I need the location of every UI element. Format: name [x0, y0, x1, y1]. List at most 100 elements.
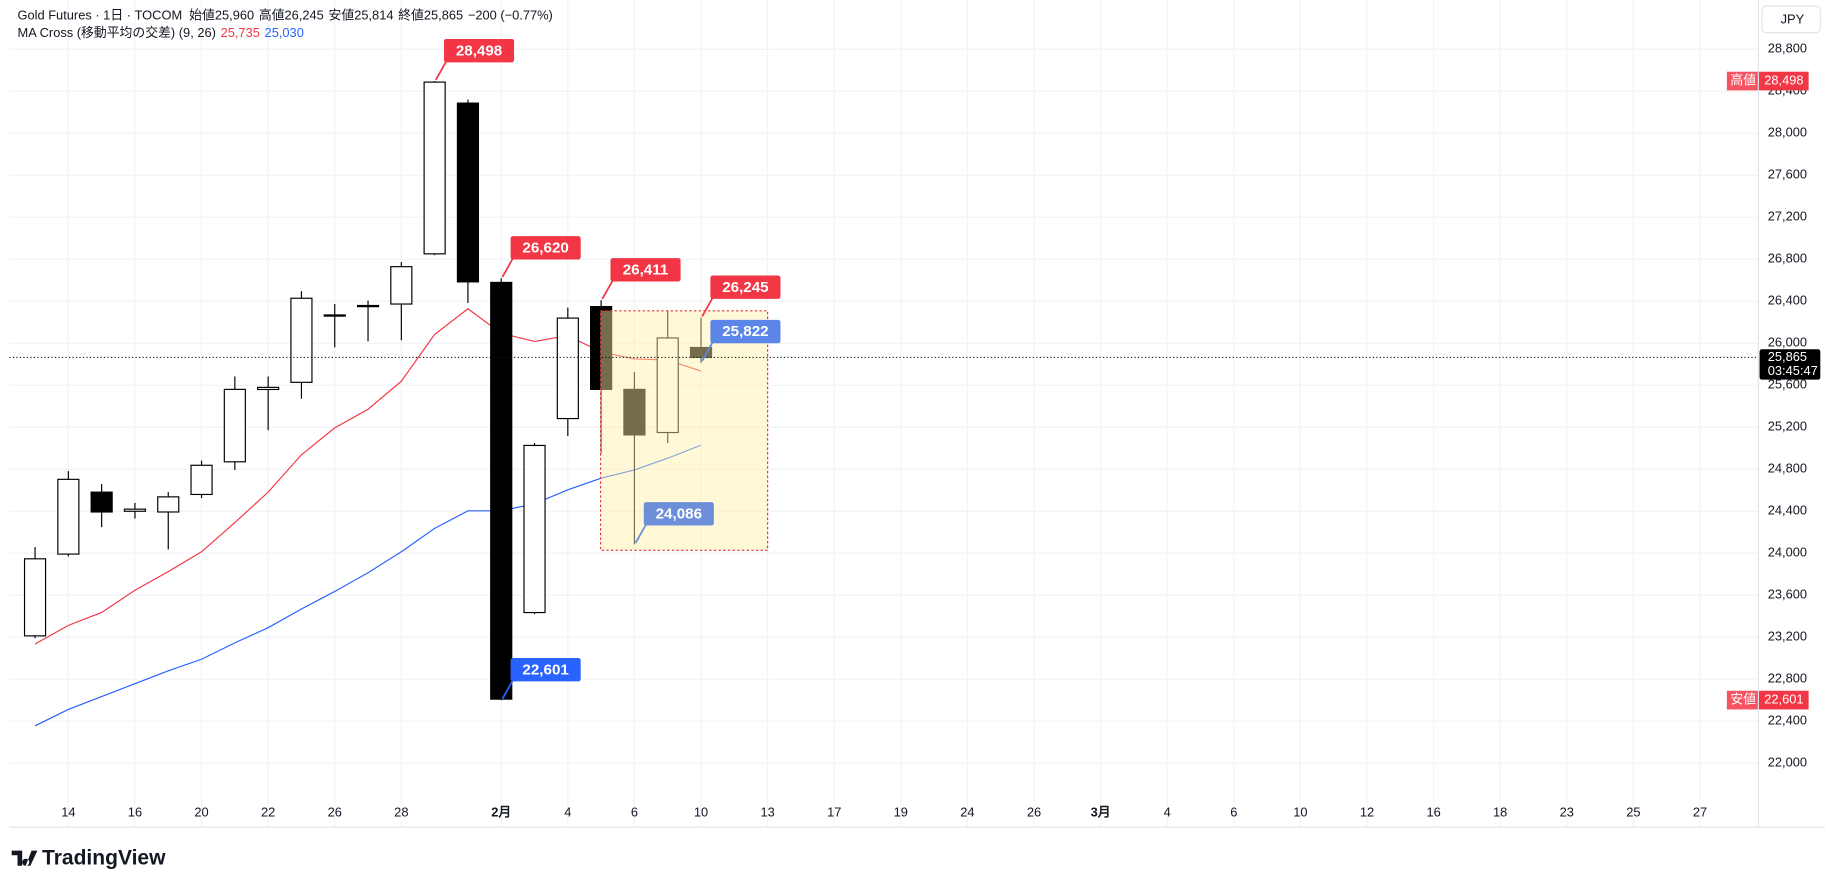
annotation-box	[510, 658, 581, 682]
field-value: 25,865	[424, 8, 463, 23]
y-tick-label: 24,400	[1768, 503, 1807, 518]
y-tick-label: 25,600	[1768, 377, 1807, 392]
x-tick-label: 10	[1293, 805, 1307, 820]
logo: TradingView	[11, 846, 166, 869]
y-tick-label: 27,200	[1768, 209, 1807, 224]
x-tick-label: 10	[694, 805, 708, 820]
price-badge	[1758, 71, 1809, 91]
candle-body	[323, 314, 346, 317]
candle-body	[90, 491, 113, 513]
field-value: 25,814	[354, 8, 393, 23]
annotation-box	[710, 319, 781, 344]
x-tick-label: 16	[1426, 805, 1440, 820]
y-tick-label: 24,000	[1768, 545, 1807, 560]
x-tick-label: 14	[61, 805, 75, 820]
annotation-label: 26,245	[722, 279, 769, 296]
price-badge-name: 安値	[1730, 691, 1756, 706]
x-tick-label: 12	[1360, 805, 1374, 820]
x-tick-label: 4	[1164, 805, 1171, 820]
x-tick-label: 18	[1493, 805, 1507, 820]
x-tick-label: 23	[1560, 805, 1574, 820]
x-tick-label: 24	[960, 805, 974, 820]
y-tick-label: 25,200	[1768, 419, 1807, 434]
price-badge-name: 高値	[1730, 72, 1756, 87]
y-tick-label: 28,800	[1768, 41, 1807, 56]
annotation-pointer	[634, 523, 647, 544]
x-tick-label: 20	[194, 805, 208, 820]
ma-line	[34, 444, 702, 727]
plot	[23, 81, 713, 727]
annotation-pointer	[701, 341, 714, 362]
price-badge-label: 22,601	[1764, 691, 1803, 706]
candle-body	[490, 281, 513, 700]
x-tick-label: 17	[827, 805, 841, 820]
x-tick-label: 22	[261, 805, 275, 820]
y-tick-label: 23,200	[1768, 629, 1807, 644]
x-tick-label: 6	[1230, 805, 1237, 820]
annotation-box	[510, 236, 581, 260]
candle-body	[423, 81, 446, 255]
countdown: 03:45:47	[1768, 363, 1818, 378]
x-tick-label: 6	[631, 805, 638, 820]
candle-body	[356, 304, 380, 308]
candle-body	[523, 444, 546, 614]
annotation-box	[710, 275, 781, 299]
x-tick-label: 19	[894, 805, 908, 820]
candle-body	[456, 102, 480, 283]
y-tick-label: 26,000	[1768, 335, 1807, 350]
x-tick-label: 4	[564, 805, 571, 820]
annotation-label: 25,822	[722, 323, 768, 340]
candle-body	[290, 297, 313, 383]
indicator-value: 25,735	[221, 25, 260, 40]
y-tick-label: 27,600	[1768, 167, 1807, 182]
header-line: Gold Futures · 1日 · TOCOM 始値25,960 高値26,24…	[18, 8, 553, 23]
annotation-box	[443, 38, 515, 63]
y-tick-label: 26,400	[1768, 293, 1807, 308]
candle-body	[157, 496, 180, 513]
annotation-pointer	[435, 60, 448, 81]
logo-text: TradingView	[42, 846, 166, 869]
candle-body	[57, 478, 80, 555]
candle-body	[257, 386, 280, 391]
price-badge-name-bg	[1726, 690, 1759, 710]
annotation-label: 28,498	[456, 42, 502, 59]
candle-body	[656, 337, 679, 434]
price-badge-label: 28,498	[1764, 72, 1803, 87]
annotation-label: 26,620	[522, 239, 568, 256]
x-tick-label: 26	[1027, 805, 1041, 820]
x-tick-label: 27	[1693, 805, 1707, 820]
annotation-pointer	[501, 257, 514, 278]
candle-body	[23, 558, 47, 637]
indicator-name: MA Cross (移動平均の交差) (9, 26)	[18, 25, 216, 40]
last-price-label: 25,865	[1768, 349, 1807, 364]
y-tick-label: 22,400	[1768, 713, 1807, 728]
field-value: 26,245	[285, 8, 324, 23]
currency[interactable]: JPY	[1781, 11, 1805, 26]
indicator-value: 25,030	[265, 25, 304, 40]
field-name: 高値	[259, 8, 285, 23]
y-tick-label: 24,800	[1768, 461, 1807, 476]
field-value: 25,960	[215, 8, 254, 23]
indicator-line: MA Cross (移動平均の交差) (9, 26) 25,735 25,030	[18, 25, 304, 40]
annotation-pointer	[501, 679, 514, 700]
price-badge	[1758, 690, 1809, 710]
x-tick-label: 26	[328, 805, 342, 820]
change: −200 (−0.77%)	[468, 8, 553, 23]
annotation-box	[610, 258, 681, 282]
x-tick-label: 16	[128, 805, 142, 820]
annotation-label: 24,086	[656, 505, 702, 522]
annotation-box	[643, 502, 714, 526]
symbol: Gold Futures · 1日 · TOCOM	[18, 8, 183, 23]
x-tick-label: 28	[394, 805, 408, 820]
y-tick-label: 22,000	[1768, 755, 1807, 770]
x-tick-label: 3月	[1091, 805, 1111, 820]
y-tick-label: 23,600	[1768, 587, 1807, 602]
grid: 22,000 22,400 22,800 23,200 23,600 24,000 24,4…	[9, 0, 1807, 828]
candle-body	[223, 388, 246, 463]
candle-body	[390, 266, 413, 305]
currency-button[interactable]	[1761, 5, 1821, 34]
annotation-pointer	[701, 297, 714, 317]
candle-body	[123, 508, 147, 512]
